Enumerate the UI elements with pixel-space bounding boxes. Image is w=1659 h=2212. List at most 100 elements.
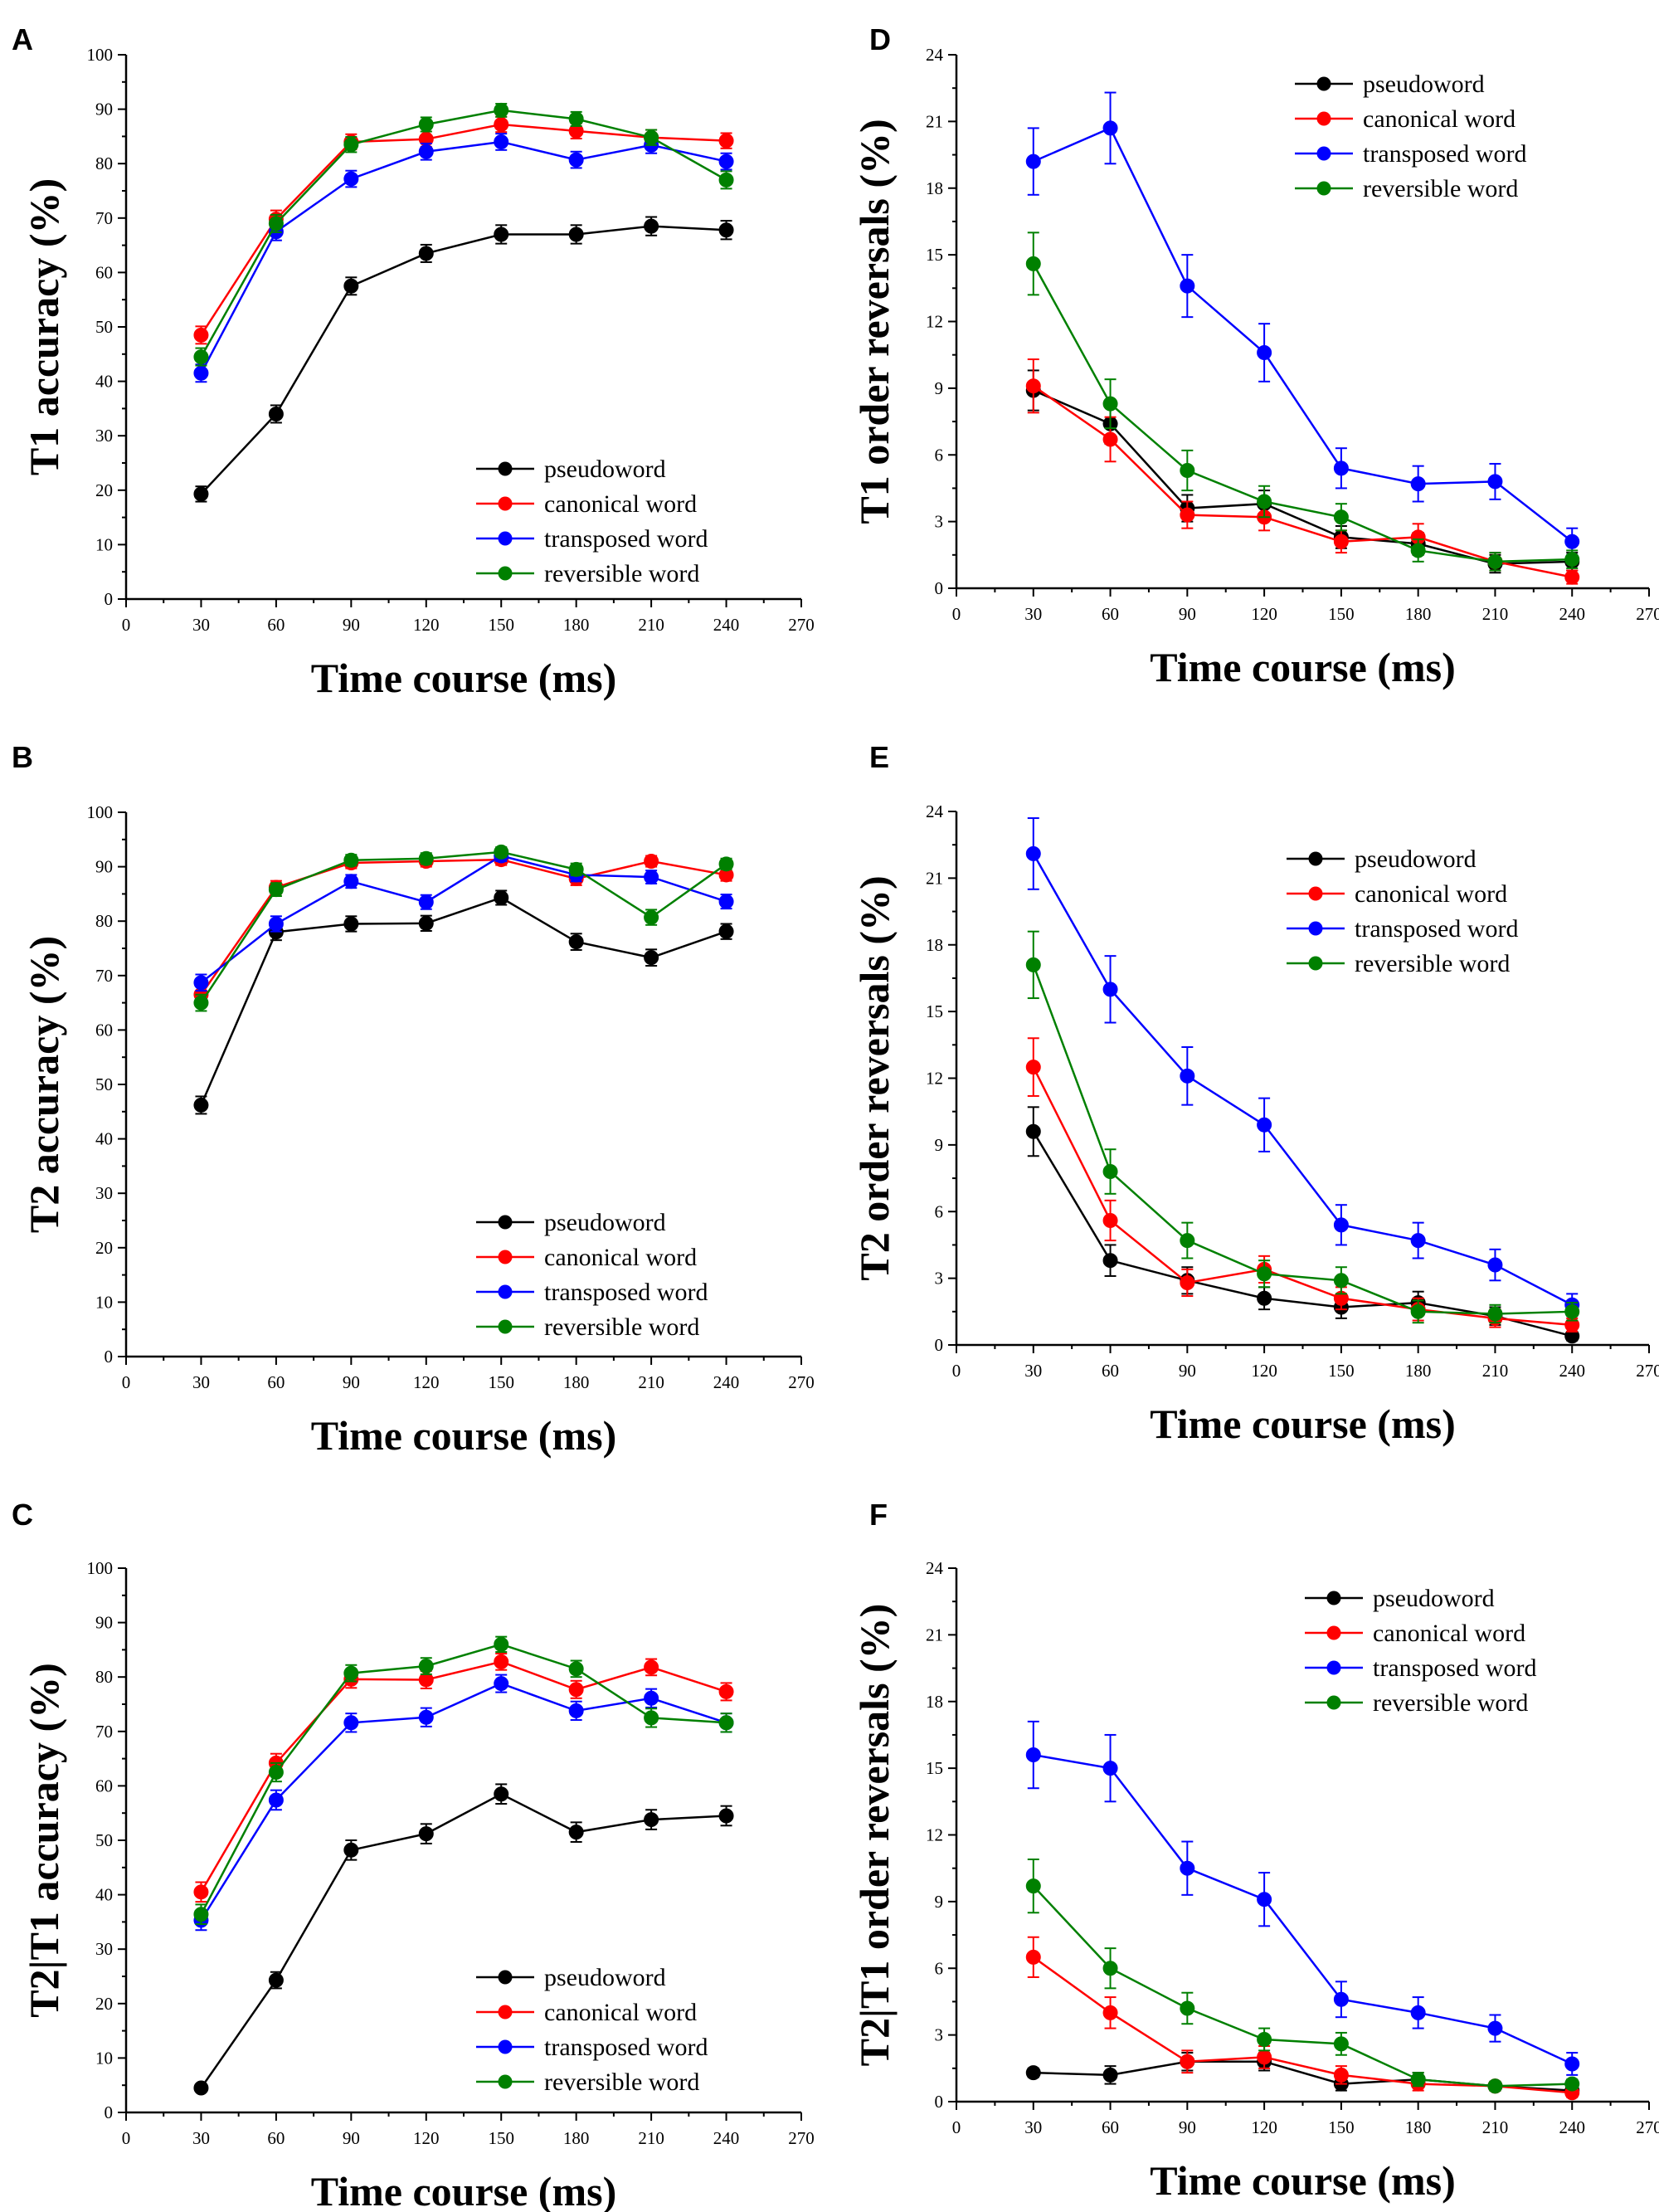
series-transposed-word (1025, 817, 1580, 1318)
data-point (193, 1884, 209, 1900)
data-point (718, 1715, 734, 1731)
y-tick-label: 40 (95, 1885, 113, 1905)
data-point (1180, 1860, 1195, 1876)
x-tick-label: 150 (488, 1372, 514, 1392)
data-point (418, 246, 434, 261)
legend-marker (498, 461, 513, 476)
data-point (1180, 1274, 1195, 1290)
legend-label: reversible word (544, 560, 699, 587)
data-point (1102, 431, 1118, 447)
x-tick-label: 270 (1636, 1361, 1659, 1381)
x-tick-label: 210 (1482, 2117, 1509, 2137)
x-tick-label: 60 (267, 2128, 285, 2148)
y-tick-label: 90 (95, 857, 113, 877)
x-tick-label: 0 (952, 2117, 961, 2137)
x-tick-label: 120 (1251, 1361, 1277, 1381)
legend-marker (498, 1250, 513, 1264)
y-axis-title: T1 accuracy (%) (21, 178, 67, 475)
series-line (1033, 126, 1573, 543)
x-tick-label: 150 (488, 2128, 514, 2148)
x-tick-label: 180 (563, 1372, 590, 1392)
data-point (718, 856, 734, 872)
data-point (1180, 463, 1195, 479)
data-point (644, 129, 659, 145)
legend-marker (1326, 1591, 1341, 1605)
data-point (1180, 278, 1195, 294)
data-point (1257, 2031, 1272, 2047)
data-point (1257, 1117, 1272, 1133)
data-point (193, 349, 209, 365)
panel-f: F 0 30 60 90 120 150 180 210 240 270 0 3 6 9 12 15 18 21 24… (851, 1498, 1659, 2204)
y-tick-label: 50 (95, 1830, 113, 1850)
x-tick-label: 0 (952, 1361, 961, 1381)
panel-letter: A (12, 22, 33, 56)
legend-marker (1308, 886, 1323, 901)
series-line (200, 1643, 727, 1915)
y-tick-label: 6 (935, 1958, 944, 1978)
data-point (1025, 957, 1041, 972)
data-point (193, 365, 209, 381)
y-tick-label: 20 (95, 1238, 113, 1258)
x-tick-label: 90 (1179, 1361, 1196, 1381)
x-tick-label: 60 (267, 615, 285, 635)
data-point (644, 218, 659, 234)
x-tick-label: 120 (413, 1372, 440, 1392)
series-transposed-word (193, 133, 734, 383)
series-reversible-word (1025, 231, 1580, 572)
data-point (644, 1659, 659, 1675)
legend-marker (1326, 1625, 1341, 1640)
data-point (193, 327, 209, 343)
data-point (1102, 396, 1118, 412)
panel-c: C 0 30 60 90 120 150 180 210 240 270 0 10 20 30 40 50 60 7… (12, 1498, 815, 2212)
legend-label: reversible word (544, 2068, 699, 2096)
y-tick-label: 3 (935, 1269, 944, 1289)
data-point (1180, 1233, 1195, 1249)
data-point (568, 1682, 584, 1698)
x-tick-label: 210 (638, 615, 664, 635)
x-tick-label: 150 (1328, 2117, 1355, 2137)
data-point (1333, 509, 1349, 525)
y-tick-label: 0 (105, 1347, 114, 1367)
data-point (1564, 2076, 1580, 2092)
series-line (200, 896, 727, 1106)
data-point (268, 916, 284, 932)
x-axis-title: Time course (ms) (1150, 644, 1455, 690)
series-reversible-word (193, 1635, 734, 1926)
data-point (494, 1676, 509, 1692)
data-point (568, 1825, 584, 1840)
data-point (268, 216, 284, 231)
data-point (1102, 1164, 1118, 1180)
data-point (1025, 1747, 1041, 1763)
y-tick-label: 50 (95, 317, 113, 337)
x-tick-label: 150 (1328, 1361, 1355, 1381)
data-point (418, 116, 434, 132)
data-point (343, 1715, 359, 1731)
x-tick-label: 60 (1102, 1361, 1119, 1381)
data-point (343, 1842, 359, 1858)
y-tick-label: 9 (935, 378, 944, 398)
data-point (418, 1826, 434, 1842)
legend-marker (498, 566, 513, 581)
data-point (718, 1808, 734, 1824)
y-tick-label: 24 (926, 45, 944, 65)
panel-b: B 0 30 60 90 120 150 180 210 240 270 0 10 20 30 40 50 60 7… (12, 740, 815, 1459)
x-tick-label: 240 (1559, 2117, 1585, 2137)
x-tick-label: 60 (267, 1372, 285, 1392)
y-tick-label: 90 (95, 100, 113, 119)
panel-e: E 0 30 60 90 120 150 180 210 240 270 0 3 6 9 12 15 18 21 24… (851, 740, 1659, 1447)
data-point (1257, 1892, 1272, 1907)
data-point (1333, 460, 1349, 476)
data-point (1102, 1761, 1118, 1776)
x-tick-label: 270 (1636, 2117, 1659, 2137)
x-tick-label: 180 (1405, 2117, 1432, 2137)
data-point (1025, 1878, 1041, 1894)
legend-marker (498, 1319, 513, 1334)
data-point (1180, 2000, 1195, 2016)
y-tick-label: 3 (935, 512, 944, 532)
data-point (494, 134, 509, 149)
legend-label: transposed word (1355, 915, 1518, 943)
data-point (1333, 2067, 1349, 2083)
data-point (1025, 1060, 1041, 1075)
y-tick-label: 80 (95, 153, 113, 173)
